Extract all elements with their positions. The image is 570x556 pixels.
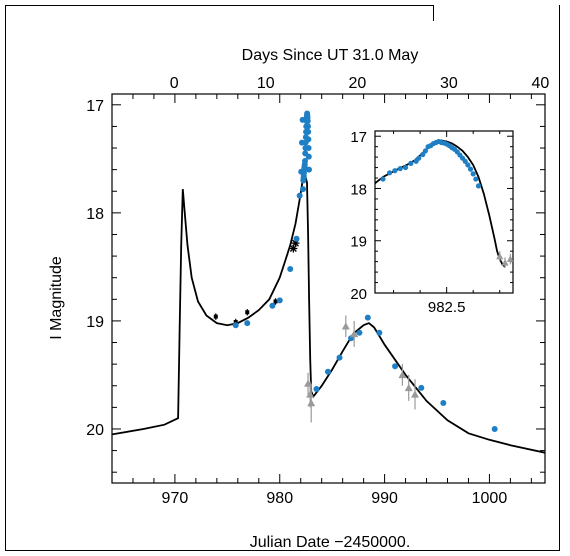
bottom-axis-label: Julian Date −2450000.: [250, 534, 411, 551]
inset-ytick-label: 20: [350, 286, 367, 303]
inset-blue-point: [470, 171, 476, 177]
main-blue-point: [491, 425, 498, 432]
inset-xtick-label: 982.5: [428, 299, 466, 316]
inset-gray-triangle-point: [506, 255, 513, 262]
main-blue-point: [296, 192, 303, 199]
main-data-area: [112, 110, 545, 454]
inset-ytick-label: 17: [350, 129, 367, 146]
main-gray-triangle-point: [307, 399, 316, 407]
top-axis-label: Days Since UT 31.0 May: [242, 47, 419, 64]
inset-ytick-label: 18: [350, 181, 367, 198]
main-blue-point: [269, 302, 276, 309]
main-xtick-label: 970: [162, 490, 189, 507]
inset-blue-point: [380, 176, 386, 182]
main-ytick-label: 18: [86, 206, 104, 223]
main-top-tick-label: 20: [348, 75, 366, 92]
inset-blue-point: [465, 162, 471, 168]
main-black-point: [233, 319, 238, 324]
main-top-tick-label: 30: [440, 75, 458, 92]
main-blue-point: [304, 118, 311, 125]
inset-blue-point: [408, 160, 414, 166]
main-black-point: [213, 314, 218, 319]
inset-blue-point: [416, 155, 422, 161]
main-blue-point: [336, 354, 343, 361]
main-black-point: [273, 299, 278, 304]
inset-blue-point: [467, 166, 474, 172]
main-gray-triangle-point: [306, 390, 315, 398]
main-xtick-label: 1000: [472, 490, 508, 507]
main-blue-point: [305, 145, 312, 152]
inset-blue-point: [386, 170, 393, 176]
inset-gray-triangle-point: [501, 259, 509, 266]
main-blue-point: [244, 320, 251, 327]
inset-blue-point: [462, 158, 468, 164]
main-gray-triangle-point: [398, 370, 407, 379]
inset-blue-point: [397, 166, 403, 172]
frame-top-edge: [6, 5, 433, 6]
main-top-tick-label: 40: [532, 75, 550, 92]
inset-gray-triangle-point: [496, 252, 504, 260]
main-blue-point: [440, 400, 447, 407]
main-blue-point: [293, 235, 300, 242]
main-blue-point: [304, 123, 311, 130]
main-black-point: [245, 310, 250, 315]
main-blue-point: [302, 157, 309, 164]
main-blue-point: [305, 166, 312, 173]
inset-ytick-label: 19: [350, 234, 367, 251]
main-xtick-label: 990: [371, 490, 398, 507]
inset-blue-point: [420, 151, 426, 158]
main-blue-point: [356, 329, 363, 336]
main-gray-triangle-point: [404, 383, 413, 392]
inset-plot: 17 18 19 20 982.5: [350, 129, 514, 316]
main-ytick-label: 19: [86, 314, 104, 331]
main-blue-point: [232, 322, 239, 329]
main-blue-point: [364, 314, 371, 321]
y-axis-label: I Magnitude: [48, 256, 65, 340]
main-top-tick-label: 0: [170, 75, 179, 92]
main-blue-point: [392, 363, 399, 370]
main-blue-point: [287, 266, 294, 273]
inset-data-area: [375, 138, 513, 268]
main-gray-triangle-point: [350, 329, 359, 338]
main-blue-point: [313, 385, 320, 392]
main-blue-point: [324, 368, 331, 375]
main-blue-point: [276, 297, 283, 304]
main-blue-point: [305, 128, 312, 135]
inset-blue-point: [422, 148, 429, 154]
inset-blue-point: [473, 176, 479, 182]
inset-blue-point: [475, 183, 482, 189]
inset-blue-point: [392, 168, 398, 174]
inset-axes-box: [374, 130, 514, 294]
main-ytick-label: 20: [86, 422, 104, 439]
figure-frame: [5, 5, 560, 551]
main-blue-point: [418, 384, 425, 391]
main-blue-point: [300, 186, 307, 193]
main-blue-point: [305, 136, 312, 143]
main-xtick-label: 980: [266, 490, 293, 507]
main-ytick-label: 17: [86, 98, 104, 115]
main-gray-triangle-point: [410, 390, 419, 398]
main-blue-point: [305, 153, 312, 160]
main-top-tick-label: 10: [257, 75, 275, 92]
frame-notch: [433, 5, 434, 21]
main-blue-point: [376, 329, 383, 336]
inset-blue-point: [402, 164, 409, 171]
main-gray-triangle-point: [341, 322, 350, 330]
